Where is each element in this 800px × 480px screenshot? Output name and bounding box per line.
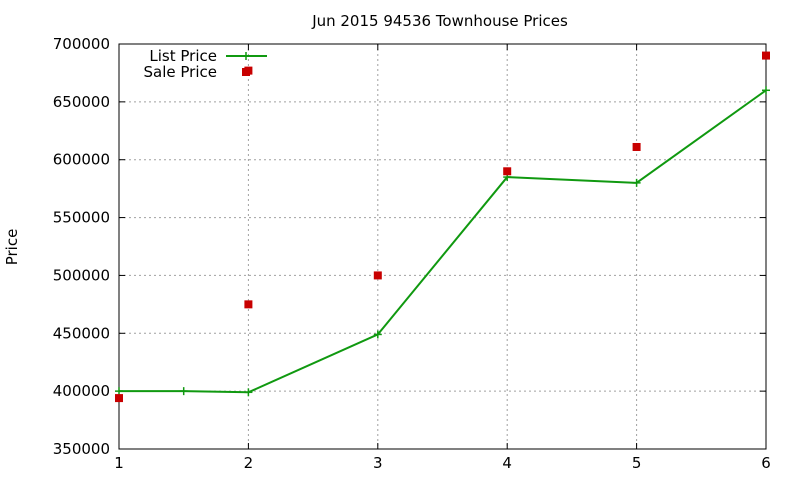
list-price-point	[762, 86, 770, 95]
x-tick-label: 1	[114, 454, 124, 472]
y-tick-label: 400000	[53, 382, 110, 400]
list-price-point	[373, 330, 382, 339]
y-tick-label: 650000	[53, 93, 110, 111]
legend-label: Sale Price	[144, 63, 217, 81]
x-tick-label: 5	[632, 454, 642, 472]
sale-price-point	[373, 271, 382, 280]
list-price-line	[119, 89, 767, 394]
chart-title: Jun 2015 94536 Townhouse Prices	[311, 12, 568, 30]
series-1	[115, 51, 770, 403]
series	[115, 51, 770, 403]
plot-border	[118, 43, 767, 450]
x-tick-label: 6	[761, 454, 771, 472]
y-tick-label: 600000	[53, 151, 110, 169]
legend-label: List Price	[149, 47, 217, 65]
legend-item-1: Sale Price	[144, 63, 250, 81]
y-tick-label: 700000	[53, 35, 110, 53]
x-tick-label: 4	[502, 454, 512, 472]
sale-price-point	[632, 142, 641, 151]
sale-price-point	[762, 51, 770, 60]
x-tick-label: 2	[244, 454, 254, 472]
legend-item-0: List Price	[149, 47, 267, 65]
y-tick-label: 550000	[53, 209, 110, 227]
y-axis-label: Price	[3, 229, 21, 266]
sale-price-point	[115, 394, 123, 403]
list-price-point	[115, 387, 123, 396]
y-tick-label: 350000	[53, 440, 110, 458]
legend-square-swatch	[242, 68, 250, 76]
list-price-point	[179, 387, 188, 396]
y-tick-label: 500000	[53, 266, 110, 284]
grid	[119, 44, 766, 449]
series-0	[115, 86, 770, 397]
sale-price-point	[503, 167, 512, 176]
sale-price-point	[244, 300, 253, 309]
x-tick-label: 3	[373, 454, 383, 472]
list-price-point	[244, 388, 253, 397]
legend-plus-swatch	[242, 52, 250, 60]
y-tick-label: 450000	[53, 324, 110, 342]
list-price-point	[632, 178, 641, 187]
axes: 1 2 3 4 5 6 350000 400000 450000 500000 550000 6000…	[53, 35, 771, 472]
